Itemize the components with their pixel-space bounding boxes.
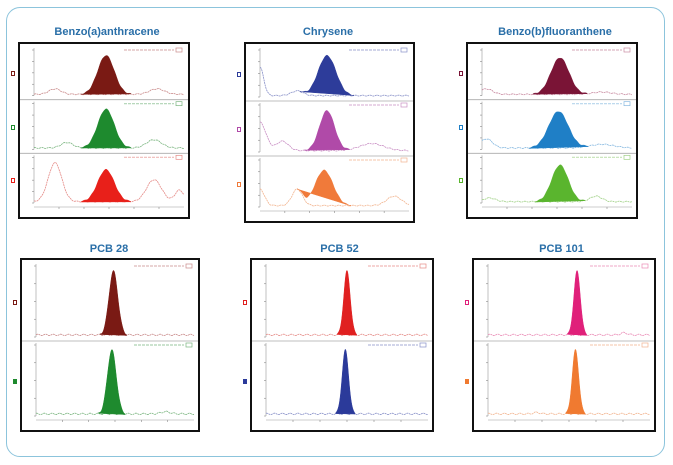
chromatogram — [244, 42, 415, 223]
chromatogram — [250, 258, 434, 432]
peak-area — [99, 270, 127, 336]
trace-marker — [459, 124, 463, 130]
panel-benzo-a-anthracene: Benzo(a)anthracene — [10, 26, 200, 222]
trace-legend-box — [419, 263, 427, 269]
panel-benzo-b-fluoranthene: Benzo(b)fluoranthene — [458, 26, 648, 222]
peak-area — [304, 110, 350, 151]
trace-marker — [11, 124, 15, 130]
peak-area — [297, 169, 352, 207]
trace-line — [481, 138, 633, 149]
trace-line — [259, 67, 410, 97]
trace-legend-box — [623, 154, 631, 160]
peak-area — [81, 55, 131, 95]
trace-marker — [459, 178, 463, 184]
peak-area — [299, 54, 355, 96]
trace-legend-box — [623, 47, 631, 53]
trace-line — [259, 188, 410, 207]
panel-pcb-28: PCB 28 — [12, 243, 202, 435]
peak-area — [81, 108, 131, 149]
trace-legend-box — [185, 263, 193, 269]
trace-marker — [237, 71, 241, 77]
trace-marker — [11, 70, 15, 76]
peak-area — [565, 348, 586, 415]
panel-chrysene: Chrysene — [236, 26, 426, 226]
trace-legend-box — [400, 47, 408, 53]
trace-marker — [459, 70, 463, 76]
trace-legend-box — [641, 342, 649, 348]
trace-marker — [465, 378, 469, 384]
chromatogram-svg — [468, 47, 636, 209]
trace-legend-box — [400, 102, 408, 108]
peak-area — [529, 111, 588, 149]
chromatogram — [472, 258, 656, 432]
trace-legend-box — [400, 157, 408, 163]
peak-area — [81, 168, 131, 203]
trace-marker — [465, 299, 469, 305]
chromatogram — [20, 258, 200, 432]
chart-title: Benzo(b)fluoranthene — [498, 26, 612, 38]
trace-marker — [11, 178, 15, 184]
chart-title: Chrysene — [302, 26, 354, 38]
chart-title: PCB 52 — [320, 243, 359, 255]
peak-area — [535, 164, 585, 203]
figure-frame — [6, 7, 665, 457]
chart-title: PCB 101 — [539, 243, 584, 255]
panel-pcb-52: PCB 52 — [242, 243, 437, 435]
panel-pcb-101: PCB 101 — [464, 243, 659, 435]
trace-marker — [243, 299, 247, 305]
peak-area — [532, 57, 588, 95]
trace-line — [259, 121, 410, 152]
peak-area — [98, 349, 126, 415]
peak-area — [567, 270, 588, 336]
chromatogram — [18, 42, 190, 219]
chromatogram-svg — [246, 47, 413, 213]
trace-marker — [237, 181, 241, 187]
trace-marker — [13, 299, 17, 305]
trace-legend-box — [175, 154, 183, 160]
trace-legend-box — [641, 263, 649, 269]
trace-legend-box — [185, 342, 193, 348]
chromatogram-svg — [252, 263, 432, 422]
peak-area — [337, 269, 357, 336]
trace-line — [481, 195, 633, 203]
chromatogram-svg — [20, 47, 188, 209]
trace-legend-box — [419, 342, 427, 348]
trace-marker — [243, 378, 247, 384]
peak-area — [335, 348, 356, 415]
chromatogram — [466, 42, 638, 219]
trace-marker — [237, 126, 241, 132]
chromatogram-svg — [22, 263, 198, 422]
chart-title: Benzo(a)anthracene — [54, 26, 160, 38]
trace-legend-box — [623, 101, 631, 107]
trace-legend-box — [175, 47, 183, 53]
trace-legend-box — [175, 101, 183, 107]
chart-title: PCB 28 — [89, 243, 129, 255]
trace-marker — [13, 378, 17, 384]
chromatogram-svg — [474, 263, 654, 422]
trace-line — [487, 411, 651, 415]
trace-line — [33, 161, 185, 203]
